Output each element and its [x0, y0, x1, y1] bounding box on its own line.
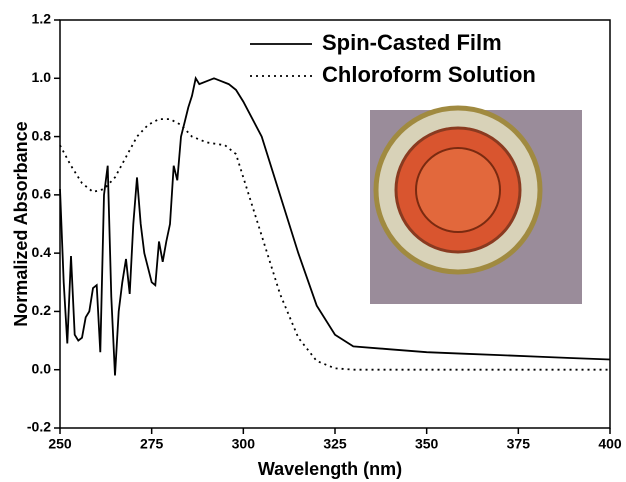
- x-tick-label: 300: [232, 436, 256, 452]
- x-tick-label: 325: [323, 436, 347, 452]
- y-tick-label: 0.6: [32, 186, 52, 202]
- y-tick-label: 0.4: [32, 244, 52, 260]
- x-tick-label: 375: [507, 436, 531, 452]
- y-tick-label: 1.2: [32, 11, 52, 27]
- legend-label: Spin-Casted Film: [322, 30, 502, 55]
- x-tick-label: 250: [48, 436, 72, 452]
- y-tick-label: -0.2: [27, 419, 51, 435]
- y-tick-label: 1.0: [32, 69, 52, 85]
- y-tick-label: 0.0: [32, 360, 52, 376]
- x-tick-label: 275: [140, 436, 164, 452]
- legend-label: Chloroform Solution: [322, 62, 536, 87]
- series-line: [59, 118, 610, 371]
- y-tick-label: 0.8: [32, 127, 52, 143]
- inset-photo: [370, 105, 582, 304]
- x-tick-label: 350: [415, 436, 439, 452]
- seal-inner: [415, 147, 501, 233]
- y-tick-label: 0.2: [32, 302, 52, 318]
- x-axis-label: Wavelength (nm): [258, 459, 402, 479]
- y-axis-label: Normalized Absorbance: [11, 121, 31, 326]
- series-line: [59, 75, 611, 376]
- x-tick-label: 400: [598, 436, 622, 452]
